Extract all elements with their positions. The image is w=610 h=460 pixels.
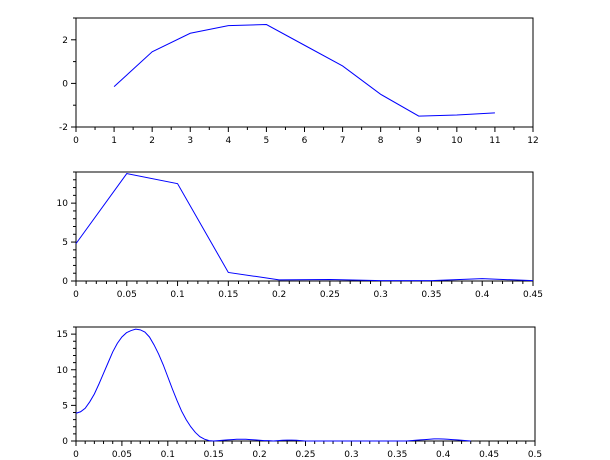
x-tick-label: 6 bbox=[302, 136, 308, 146]
x-tick-label: 0.2 bbox=[272, 290, 286, 300]
x-tick-label: 5 bbox=[264, 136, 270, 146]
x-tick-label: 0 bbox=[73, 450, 79, 460]
y-tick-label: 15 bbox=[57, 330, 68, 340]
y-tick-label: 10 bbox=[57, 199, 69, 209]
x-tick-label: 4 bbox=[225, 136, 231, 146]
y-tick-label: 5 bbox=[62, 238, 68, 248]
chart-panel-3: 0 0.05 0.1 0.15 0.2 0.25 0.3 0.35 0.4 0.45 0.5 0 5 10… bbox=[57, 326, 542, 460]
x-tick-label: 0.25 bbox=[295, 450, 315, 460]
x-tick-label: 8 bbox=[378, 136, 384, 146]
y-tick-label: 0 bbox=[62, 79, 68, 89]
series-line bbox=[75, 173, 534, 282]
chart-panel-1: 0 1 2 3 4 5 6 7 8 9 10 11 12-202 bbox=[59, 17, 539, 146]
y-tick-label: 0 bbox=[62, 437, 68, 447]
x-tick-label: 0.25 bbox=[320, 290, 340, 300]
x-tick-label: 0.1 bbox=[170, 290, 184, 300]
x-tick-label: 11 bbox=[489, 136, 500, 146]
x-tick-label: 0.45 bbox=[479, 450, 499, 460]
y-tick-label: -2 bbox=[59, 123, 68, 133]
x-tick-label: 0.4 bbox=[475, 290, 490, 300]
x-tick-label: 0.15 bbox=[204, 450, 224, 460]
x-tick-label: 0.5 bbox=[528, 450, 542, 460]
y-tick-label: 0 bbox=[62, 277, 68, 287]
x-tick-label: 12 bbox=[527, 136, 538, 146]
x-tick-label: 1 bbox=[111, 136, 117, 146]
x-tick-label: 0.35 bbox=[387, 450, 407, 460]
x-tick-label: 0.1 bbox=[161, 450, 175, 460]
y-tick-label: 5 bbox=[62, 401, 68, 411]
x-tick-label: 0.35 bbox=[421, 290, 441, 300]
x-tick-label: 0.05 bbox=[112, 450, 132, 460]
x-tick-label: 10 bbox=[451, 136, 463, 146]
x-tick-label: 3 bbox=[187, 136, 193, 146]
x-tick-label: 7 bbox=[340, 136, 346, 146]
chart-panel-2: 0 0.05 0.1 0.15 0.2 0.25 0.3 0.35 0.4 0.45 0 5 10 bbox=[57, 171, 543, 300]
x-tick-label: 0.3 bbox=[344, 450, 358, 460]
x-tick-label: 9 bbox=[416, 136, 422, 146]
plot-frame bbox=[75, 171, 534, 282]
y-tick-label: 10 bbox=[57, 366, 69, 376]
x-tick-label: 0.45 bbox=[523, 290, 543, 300]
x-tick-label: 0.4 bbox=[436, 450, 451, 460]
x-tick-label: 0 bbox=[73, 136, 79, 146]
x-tick-label: 2 bbox=[149, 136, 155, 146]
x-tick-label: 0.2 bbox=[252, 450, 266, 460]
y-tick-label: 2 bbox=[62, 36, 68, 46]
x-tick-label: 0.05 bbox=[117, 290, 137, 300]
x-tick-label: 0 bbox=[73, 290, 79, 300]
plot-frame bbox=[75, 17, 534, 128]
series-line bbox=[75, 328, 471, 442]
x-tick-label: 0.15 bbox=[218, 290, 238, 300]
plot-frame bbox=[75, 326, 536, 442]
series-line bbox=[113, 24, 495, 117]
x-tick-label: 0.3 bbox=[374, 290, 388, 300]
